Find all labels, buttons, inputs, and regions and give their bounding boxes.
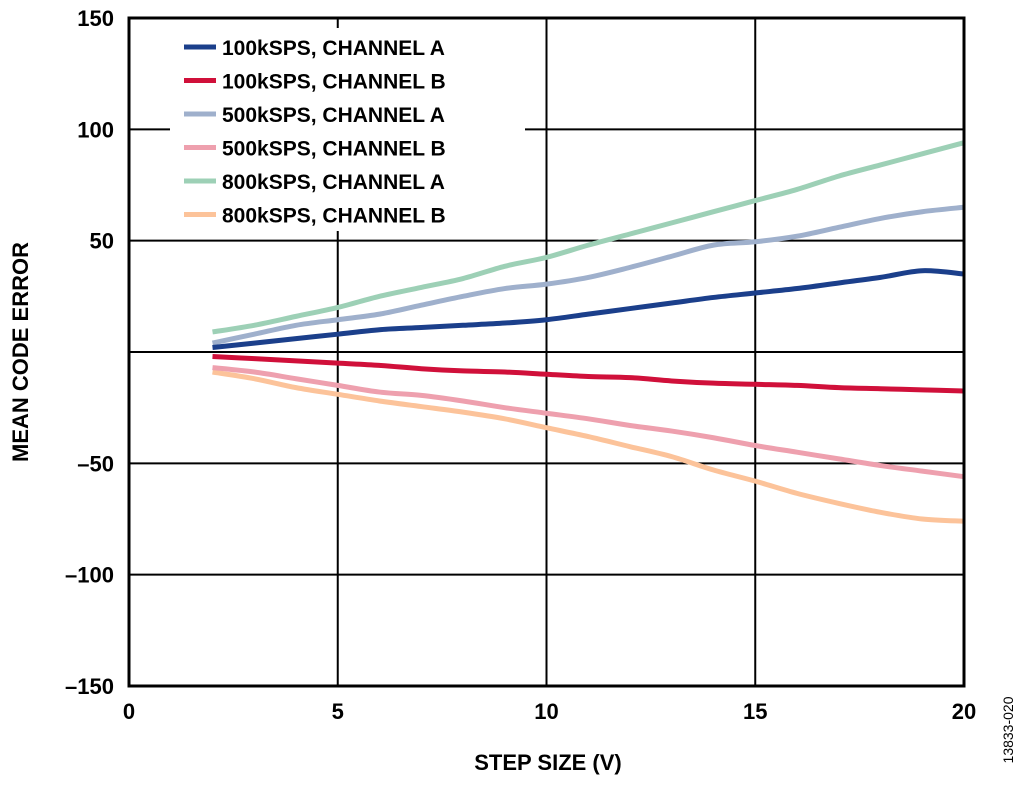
series-line-0: [212, 268, 965, 351]
legend: 100kSPS, CHANNEL A 100kSPS, CHANNEL B 500k…: [170, 28, 525, 231]
y-tick-label: 150: [77, 6, 114, 31]
x-axis-tick-labels: 0 5 10 15 20: [123, 699, 976, 724]
x-tick-label: 15: [743, 699, 767, 724]
y-tick-label: –150: [65, 674, 114, 699]
x-axis-title: STEP SIZE (V): [474, 750, 622, 775]
y-tick-label: –100: [65, 563, 114, 588]
legend-label-5: 800kSPS, CHANNEL B: [222, 205, 446, 228]
series-line-5: [212, 369, 965, 524]
y-axis-title: MEAN CODE ERROR: [8, 242, 33, 462]
legend-label-2: 500kSPS, CHANNEL A: [222, 104, 445, 127]
x-tick-label: 20: [952, 699, 976, 724]
figure-id: 13833-020: [1000, 696, 1016, 763]
series-line-3: [212, 365, 965, 480]
y-axis-tick-labels: 150 100 50 –50 –100 –150: [65, 6, 114, 699]
legend-label-4: 800kSPS, CHANNEL A: [222, 171, 445, 194]
x-tick-label: 5: [332, 699, 344, 724]
plot-frame: [127, 16, 966, 688]
x-tick-label: 10: [534, 699, 558, 724]
legend-label-3: 500kSPS, CHANNEL B: [222, 138, 446, 161]
legend-background: [170, 28, 525, 231]
series-line-2: [211, 204, 965, 346]
y-tick-label: 50: [90, 229, 114, 254]
x-tick-label: 0: [123, 699, 135, 724]
series-lines: [211, 140, 965, 524]
y-tick-label: –50: [77, 451, 114, 476]
legend-label-1: 100kSPS, CHANNEL B: [222, 71, 446, 94]
y-tick-label: 100: [77, 117, 114, 142]
series-line-1: [212, 353, 965, 394]
legend-label-0: 100kSPS, CHANNEL A: [222, 37, 445, 60]
series-line-4: [212, 140, 965, 335]
